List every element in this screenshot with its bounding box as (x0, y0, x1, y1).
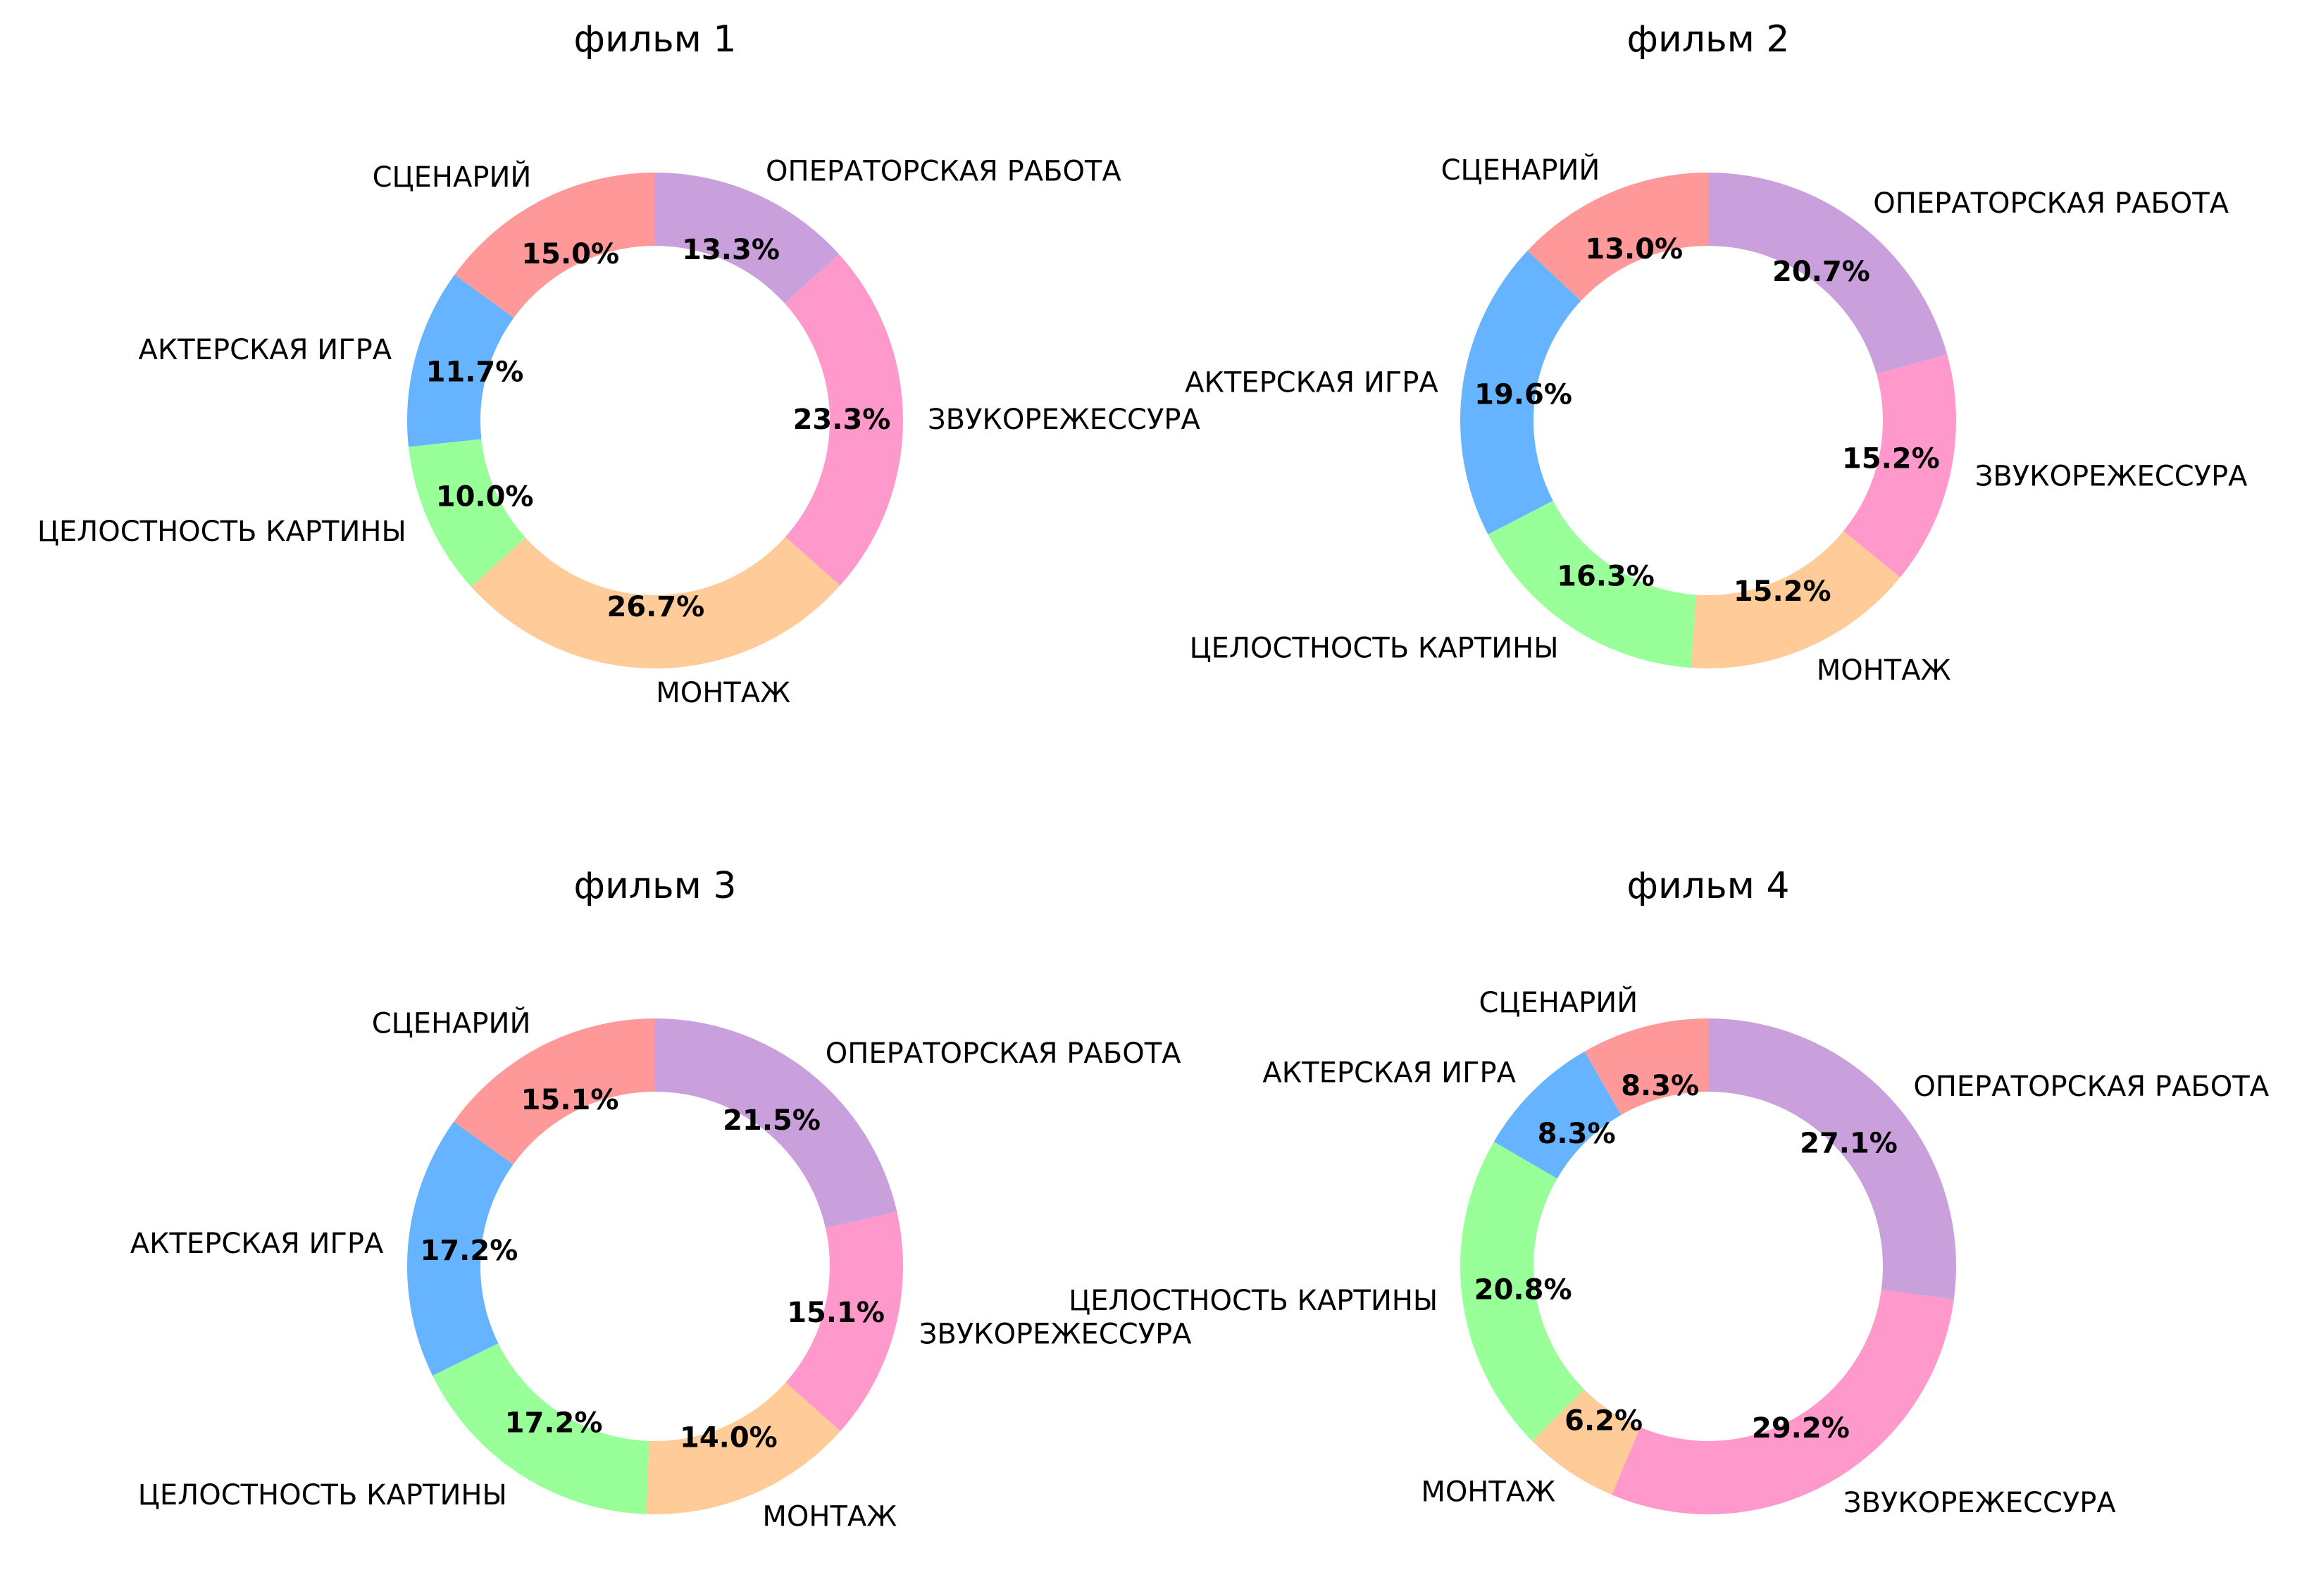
slice-операторская-работа (1708, 1018, 1956, 1299)
percent-label: 15.1% (521, 1084, 619, 1116)
slice-label: СЦЕНАРИЙ (373, 160, 532, 194)
slice-label: ЦЕЛОСТНОСТЬ КАРТИНЫ (1069, 1285, 1438, 1317)
chart-title: фильм 3 (574, 865, 737, 907)
slice-монтаж (1532, 1389, 1641, 1495)
slice-label: МОНТАЖ (1421, 1476, 1555, 1509)
slice-операторская-работа (655, 1018, 897, 1228)
slice-целостность-картины (1488, 500, 1696, 668)
donut-chart-film-3: фильм 3 СЦЕНАРИЙ 15.1% АКТЕРСКАЯ ИГРА 17.2%… (130, 865, 1192, 1533)
slice-звукорежессура (785, 1211, 903, 1431)
slice-целостность-картины (409, 439, 526, 587)
slice-label: АКТЕРСКАЯ ИГРА (138, 334, 392, 366)
slice-сценарий (454, 173, 655, 318)
slice-label: АКТЕРСКАЯ ИГРА (130, 1228, 384, 1260)
slice-label: ЦЕЛОСТНОСТЬ КАРТИНЫ (138, 1479, 507, 1511)
slice-сценарий (454, 1018, 655, 1165)
percent-label: 26.7% (606, 591, 704, 623)
slice-сценарий (1527, 173, 1708, 301)
slice-монтаж (471, 537, 840, 668)
slice-label: МОНТАЖ (762, 1501, 897, 1533)
percent-label: 13.0% (1585, 233, 1683, 266)
slice-label: СЦЕНАРИЙ (1441, 153, 1600, 187)
slice-звукорежессура (1612, 1290, 1954, 1514)
slice-label: ЗВУКОРЕЖЕССУРА (919, 1318, 1192, 1351)
slice-сценарий (1584, 1018, 1708, 1116)
slice-label: МОНТАЖ (1817, 654, 1951, 687)
percent-label: 15.2% (1842, 443, 1940, 475)
slice-label: ЗВУКОРЕЖЕССУРА (928, 404, 1200, 436)
percent-label: 20.8% (1474, 1274, 1572, 1307)
slice-звукорежессура (1843, 354, 1956, 578)
percent-label: 15.2% (1734, 575, 1831, 608)
percent-label: 14.0% (680, 1422, 778, 1454)
slice-актерская-игра (407, 275, 514, 447)
percent-label: 23.3% (793, 404, 891, 436)
percent-label: 10.0% (436, 480, 534, 513)
donut-chart-film-2: фильм 2 СЦЕНАРИЙ 13.0% АКТЕРСКАЯ ИГРА 19.6%… (1185, 18, 2248, 687)
slice-актерская-игра (1460, 251, 1581, 535)
slice-label: АКТЕРСКАЯ ИГРА (1262, 1057, 1516, 1090)
chart-title: фильм 2 (1627, 18, 1790, 61)
slice-label: ЦЕЛОСТНОСТЬ КАРТИНЫ (37, 516, 406, 548)
percent-label: 27.1% (1800, 1128, 1898, 1160)
slice-целостность-картины (433, 1343, 649, 1514)
percent-label: 20.7% (1772, 256, 1870, 288)
percent-label: 8.3% (1538, 1118, 1616, 1150)
slice-актерская-игра (1493, 1051, 1622, 1179)
percent-label: 15.0% (521, 238, 619, 270)
slice-целостность-картины (1460, 1142, 1584, 1441)
percent-label: 6.2% (1564, 1405, 1643, 1438)
slice-операторская-работа (1708, 173, 1948, 374)
percent-label: 17.2% (421, 1235, 518, 1267)
percent-label: 15.1% (787, 1297, 885, 1329)
percent-label: 29.2% (1752, 1412, 1850, 1445)
percent-label: 19.6% (1474, 378, 1572, 411)
slice-label: ЦЕЛОСТНОСТЬ КАРТИНЫ (1190, 632, 1559, 664)
slice-label: ОПЕРАТОРСКАЯ РАБОТА (1873, 187, 2229, 220)
slice-label: АКТЕРСКАЯ ИГРА (1185, 367, 1438, 399)
percent-label: 11.7% (426, 356, 524, 389)
chart-title: фильм 1 (574, 18, 737, 61)
chart-title: фильм 4 (1627, 865, 1790, 907)
slice-label: ОПЕРАТОРСКАЯ РАБОТА (826, 1037, 1181, 1070)
slice-label: ЗВУКОРЕЖЕССУРА (1843, 1487, 2116, 1519)
percent-label: 8.3% (1621, 1070, 1699, 1102)
slice-label: ОПЕРАТОРСКАЯ РАБОТА (1913, 1071, 2269, 1103)
slice-label: СЦЕНАРИЙ (1479, 985, 1638, 1019)
donut-chart-film-1: фильм 1 СЦЕНАРИЙ 15.0% АКТЕРСКАЯ ИГРА 11.7%… (37, 18, 1201, 709)
slice-звукорежессура (784, 254, 903, 586)
percent-label: 16.3% (1557, 560, 1655, 592)
slice-монтаж (1691, 530, 1900, 668)
slice-label: ЗВУКОРЕЖЕССУРА (1975, 461, 2248, 493)
slice-label: ОПЕРАТОРСКАЯ РАБОТА (766, 155, 1121, 187)
percent-label: 17.2% (505, 1407, 603, 1439)
slice-label: СЦЕНАРИЙ (372, 1006, 531, 1040)
slice-монтаж (646, 1382, 841, 1514)
percent-label: 13.3% (682, 234, 780, 266)
percent-label: 21.5% (723, 1104, 821, 1137)
slice-label: МОНТАЖ (656, 677, 790, 709)
donut-chart-film-4: фильм 4 СЦЕНАРИЙ 8.3% АКТЕРСКАЯ ИГРА 8.3% ЦЕ… (1069, 865, 2270, 1519)
slice-операторская-работа (655, 173, 840, 304)
slice-актерская-игра (406, 1121, 514, 1376)
